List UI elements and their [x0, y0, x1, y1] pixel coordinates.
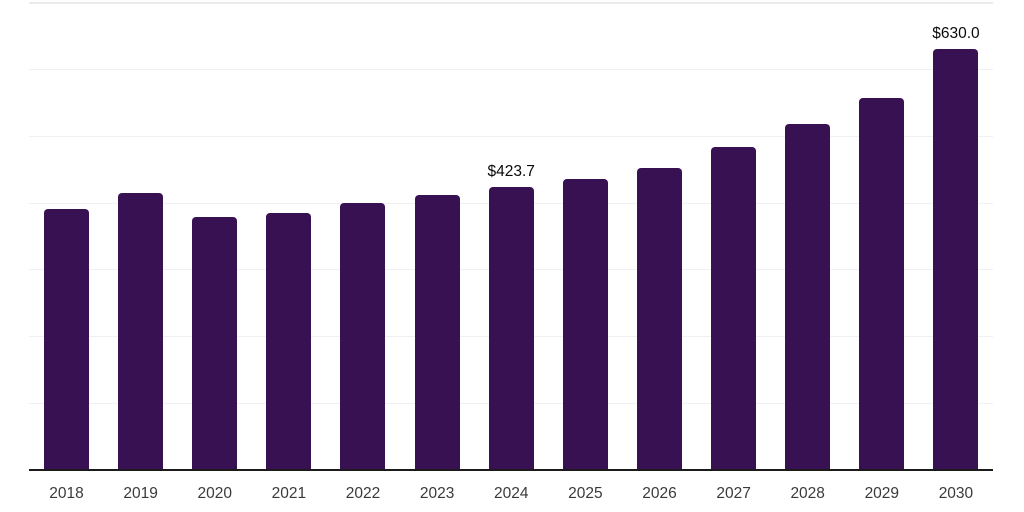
bar-value-label-2030: $630.0	[932, 24, 980, 42]
bar-2027	[711, 147, 757, 470]
x-tick-label-2021: 2021	[271, 485, 307, 502]
bar-2029	[859, 97, 905, 470]
gridline-500	[29, 135, 993, 137]
bar-2020	[192, 217, 238, 470]
bar-value-label-2024: $423.7	[487, 162, 535, 180]
bar-2030	[933, 48, 979, 470]
x-tick-label-2027: 2027	[716, 485, 751, 502]
bar-2028	[785, 124, 831, 470]
bar-2024	[488, 186, 534, 470]
x-tick-label-2025: 2025	[568, 485, 603, 502]
bar-2025	[562, 178, 608, 470]
bar-2022	[340, 203, 386, 470]
x-tick-label-2030: 2030	[938, 485, 974, 502]
bar-2023	[414, 194, 460, 470]
x-tick-label-2019: 2019	[123, 485, 158, 502]
x-tick-label-2023: 2023	[419, 485, 455, 502]
x-tick-label-2022: 2022	[345, 485, 381, 502]
x-axis-line	[29, 469, 993, 471]
x-tick-label-2026: 2026	[642, 485, 677, 502]
bar-2026	[636, 167, 682, 470]
bar-2021	[266, 212, 312, 470]
bar-2019	[118, 192, 164, 470]
x-tick-label-2028: 2028	[790, 485, 825, 502]
x-tick-label-2020: 2020	[197, 485, 232, 502]
x-tick-label-2029: 2029	[864, 485, 900, 502]
bar-2018	[44, 209, 89, 470]
x-tick-label-2024: 2024	[493, 485, 529, 502]
x-tick-label-2018: 2018	[49, 485, 84, 502]
gridline-700	[29, 2, 993, 4]
gridline-600	[29, 68, 993, 70]
